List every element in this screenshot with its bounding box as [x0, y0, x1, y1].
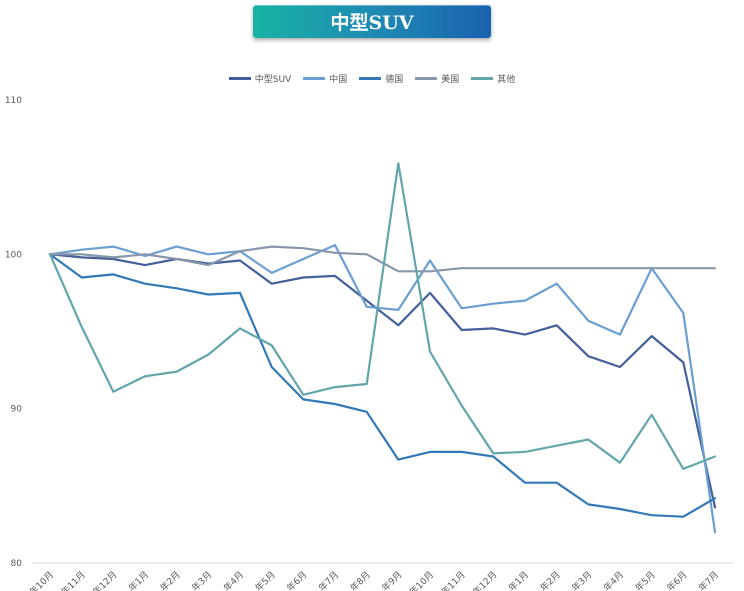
x-tick-label: 年5月	[253, 569, 278, 591]
y-tick-label: 90	[11, 405, 23, 415]
legend-item: 美国	[415, 72, 459, 85]
legend-label: 中型SUV	[254, 74, 292, 85]
x-tick-label: 年3月	[189, 569, 214, 591]
series-line-0	[48, 253, 717, 509]
x-tick-label: 年10月	[407, 569, 436, 591]
x-tick-label: 年7月	[316, 569, 341, 591]
legend-swatch	[471, 76, 494, 80]
series-line-4	[48, 162, 717, 470]
y-tick-label: 110	[5, 96, 22, 106]
x-tick-label: 年7月	[696, 569, 721, 591]
legend-item: 中型SUV	[228, 72, 292, 85]
y-tick-label: 100	[5, 250, 22, 260]
x-tick-label: 年9月	[379, 569, 404, 591]
x-tick-label: 年5月	[633, 569, 658, 591]
x-tick-label: 年2月	[158, 569, 183, 591]
x-tick-label: 年6月	[664, 569, 689, 591]
legend-item: 德国	[359, 72, 403, 85]
x-tick-label: 年1月	[506, 569, 531, 591]
x-tick-label: 年3月	[569, 569, 594, 591]
legend-label: 其他	[497, 74, 516, 85]
series-line-1	[48, 244, 717, 534]
series-line-3	[48, 245, 717, 273]
x-tick-label: 年1月	[126, 569, 151, 591]
x-tick-label: 年4月	[221, 569, 246, 591]
x-tick-label: 年12月	[470, 569, 499, 591]
x-tick-label: 年10月	[27, 569, 56, 591]
x-tick-label: 年12月	[90, 569, 119, 591]
x-tick-label: 年11月	[438, 569, 467, 591]
series-layer	[48, 162, 717, 534]
x-tick-label: 年6月	[284, 569, 309, 591]
series-line-2	[48, 253, 717, 518]
chart-title: 中型SUV	[253, 5, 491, 38]
legend-label: 美国	[441, 74, 460, 85]
x-tick-label: 年11月	[58, 569, 87, 591]
legend-swatch	[228, 76, 251, 80]
legend-swatch	[359, 76, 382, 80]
x-tick-label: 年4月	[601, 569, 626, 591]
legend-label: 中国	[329, 74, 348, 85]
legend-label: 德国	[385, 74, 404, 85]
legend-item: 中国	[303, 72, 347, 85]
x-tick-label: 年8月	[348, 569, 373, 591]
legend-swatch	[303, 76, 326, 80]
chart-legend: 中型SUV 中国 德国 美国 其他	[0, 70, 744, 86]
x-tick-label: 年2月	[538, 569, 563, 591]
legend-item: 其他	[471, 72, 515, 85]
y-tick-label: 80	[11, 559, 23, 569]
legend-swatch	[415, 76, 438, 80]
